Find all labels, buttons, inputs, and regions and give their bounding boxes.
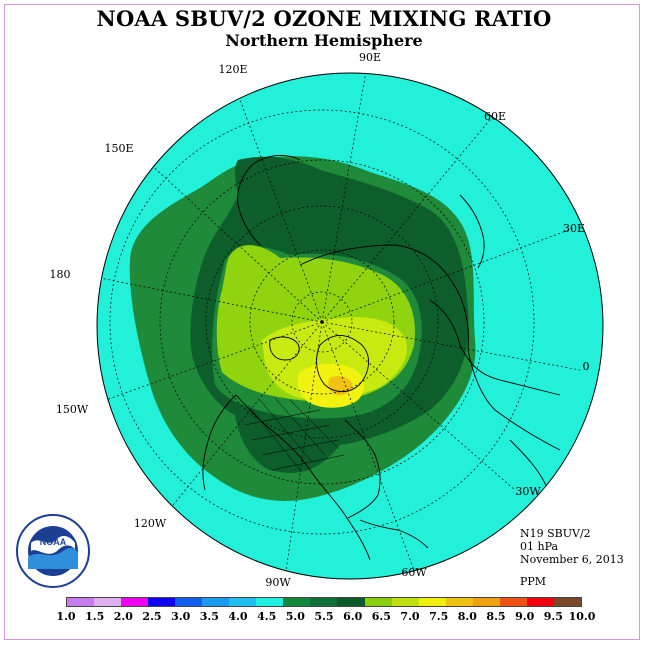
colorbar-tick-label: 8.0 [457,610,477,623]
satellite-label: N19 SBUV/2 [520,527,591,540]
colorbar-segment [256,598,284,606]
colorbar-segment [202,598,230,606]
colorbar-segment [175,598,203,606]
latitude-lines [109,109,535,535]
colorbar-segment [148,598,176,606]
map-subtitle: Northern Hemisphere [225,31,423,50]
pressure-label: 01 hPa [520,540,559,553]
map-title: NOAA SBUV/2 OZONE MIXING RATIO [96,6,552,31]
lon-label-150e: 150E [104,142,133,155]
colorbar-tick-label: 7.5 [429,610,449,623]
colorbar-segment [364,598,392,606]
info-block: N19 SBUV/2 01 hPa November 6, 2013 PPM [520,527,624,588]
colorbar-segment [391,598,419,606]
coast-europe [429,299,561,396]
lon-label-90w: 90W [265,576,291,589]
colorbar-tick-label: 7.0 [400,610,420,623]
colorbar-tick-label: 4.0 [228,610,248,623]
coast-asia-east [237,154,301,246]
colorbar-tick-label: 8.5 [486,610,506,623]
lon-label-0: 0 [583,360,590,373]
coast-india [459,194,485,269]
coast-greenland [316,335,369,393]
coast-arctic-islands [269,336,300,361]
colorbar-segment [283,598,311,606]
colorbar-segment [121,598,149,606]
colorbar-segment [310,598,338,606]
colorbar-tick-label: 2.0 [113,610,133,623]
colorbar [66,597,582,607]
colorbar-tick-label: 6.0 [343,610,363,623]
meridian-lines [97,73,581,579]
coast-us-east [344,419,381,519]
coastlines [202,154,561,561]
lon-label-120w: 120W [134,517,167,530]
us-state-lines [244,397,345,471]
lon-label-30e: 30E [563,222,585,235]
coast-caribbean [359,519,429,549]
colorbar-tick-label: 9.0 [515,610,535,623]
colorbar-segment [472,598,500,606]
colorbar-tick-label: 5.0 [285,610,305,623]
date-label: November 6, 2013 [520,553,624,566]
coast-eurasia [299,244,561,451]
colorbar-segment [418,598,446,606]
colorbar-tick-label: 3.5 [199,610,219,623]
lon-label-60e: 60E [484,110,506,123]
colorbar-segment [229,598,257,606]
units-label: PPM [520,575,547,588]
colorbar-segment [553,598,581,606]
noaa-logo-text: NOAA [40,537,67,547]
noaa-seal-icon: NOAA [16,514,90,588]
map-boundary [96,72,604,580]
colorbar-tick-label: 1.5 [85,610,105,623]
colorbar-tick-label: 1.0 [56,610,76,623]
lon-label-120e: 120E [218,63,247,76]
colorbar-tick-label: 2.5 [142,610,162,623]
lon-label-150w: 150W [56,403,89,416]
colorbar-tick-label: 3.0 [171,610,191,623]
colorbar-segment [445,598,473,606]
image-frame [4,4,640,640]
colorbar-segment [499,598,527,606]
coast-north-america [202,394,371,561]
colorbar-tick-label: 4.5 [257,610,277,623]
lon-label-90e: 90E [359,51,381,64]
lon-label-30w: 30W [515,485,541,498]
colorbar-tick-label: 5.5 [314,610,334,623]
colorbar-segment [337,598,365,606]
colorbar-ticks: 1.0 1.5 2.0 2.5 3.0 3.5 4.0 4.5 5.0 5.5 6.0 6.5 7.0 7… [0,610,648,624]
colorbar-segment [94,598,122,606]
colorbar-tick-label: 9.5 [543,610,563,623]
colorbar-segment [526,598,554,606]
colorbar-segment [67,598,95,606]
colorbar-tick-label: 10.0 [568,610,596,623]
lon-label-180: 180 [50,268,71,281]
colorbar-tick-label: 6.5 [371,610,391,623]
lon-label-60w: 60W [401,566,427,579]
